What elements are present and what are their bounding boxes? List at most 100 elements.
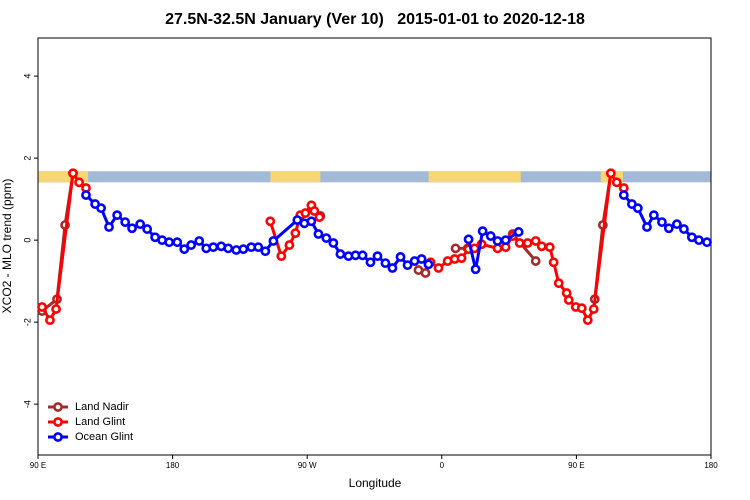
legend-marker <box>53 417 63 427</box>
data-point <box>672 219 682 230</box>
data-point <box>492 236 503 246</box>
data-point <box>208 242 219 253</box>
data-point <box>68 168 78 179</box>
data-point <box>135 219 146 230</box>
series-line <box>40 169 87 324</box>
data-point <box>172 237 183 248</box>
y-axis-label: XCO2 - MLO trend (ppm) <box>0 179 14 314</box>
data-point <box>314 212 325 223</box>
y-tick-label: 0 <box>22 238 32 243</box>
x-tick-label: 0 <box>440 461 445 470</box>
data-point <box>313 229 324 239</box>
data-point <box>45 315 55 326</box>
data-point <box>309 206 320 216</box>
data-point <box>387 263 398 273</box>
data-point <box>357 250 368 261</box>
legend-label: Land Nadir <box>75 401 129 413</box>
data-point <box>306 216 317 227</box>
legend: Land Nadir Land Glint Ocean Glint <box>48 401 133 443</box>
data-point <box>477 226 488 237</box>
land-strip <box>38 171 89 183</box>
data-point <box>321 233 332 243</box>
data-point <box>142 224 153 234</box>
data-point <box>548 257 559 268</box>
data-point <box>420 268 431 278</box>
data-point <box>81 190 91 200</box>
data-point <box>514 238 525 248</box>
data-point <box>365 257 376 268</box>
legend-label: Ocean Glint <box>75 431 133 443</box>
y-tick-label: 4 <box>22 74 32 79</box>
data-point <box>642 222 652 232</box>
data-point <box>530 236 541 246</box>
data-point <box>96 203 107 214</box>
data-point <box>402 260 413 271</box>
data-point <box>380 258 391 269</box>
data-point <box>693 235 704 246</box>
x-tick-label: 180 <box>704 461 718 470</box>
data-point <box>553 278 564 289</box>
data-point <box>194 236 205 246</box>
data-point <box>648 210 659 221</box>
data-point <box>372 251 383 262</box>
x-tick-label: 180 <box>166 461 180 470</box>
data-point <box>463 234 474 245</box>
data-point <box>223 243 234 254</box>
ocean-strip <box>38 171 711 183</box>
data-point <box>74 177 85 188</box>
data-point <box>500 235 511 246</box>
data-point <box>300 208 311 218</box>
data-point <box>164 237 175 248</box>
data-point <box>290 228 301 239</box>
legend-label: Land Glint <box>75 416 125 428</box>
legend-marker <box>53 402 63 412</box>
x-tick-label: 90 W <box>298 461 317 470</box>
data-point <box>470 264 481 275</box>
x-tick-label: 90 E <box>30 461 46 470</box>
data-point <box>582 315 593 326</box>
data-point <box>268 236 279 246</box>
data-point <box>702 237 712 248</box>
data-point <box>423 259 434 270</box>
data-point <box>632 203 643 214</box>
data-point <box>112 210 123 221</box>
data-point <box>335 249 346 259</box>
data-point <box>456 253 467 264</box>
data-point <box>127 223 137 234</box>
chart-title: 27.5N-32.5N January (Ver 10) 2015-01-01 … <box>165 11 585 28</box>
data-point <box>605 168 616 179</box>
data-point <box>536 241 547 252</box>
data-point <box>522 238 533 248</box>
land-strip <box>428 171 521 183</box>
land-strip <box>270 171 321 183</box>
data-point <box>284 240 295 250</box>
data-point <box>485 231 496 241</box>
y-tick-label: -2 <box>22 318 32 326</box>
data-point <box>238 244 249 255</box>
data-point <box>679 224 689 234</box>
data-point <box>611 177 622 188</box>
data-point <box>657 217 667 228</box>
x-axis-label: Longitude <box>349 476 402 490</box>
y-tick-label: 2 <box>22 156 32 161</box>
data-point <box>253 242 264 253</box>
legend-marker <box>53 432 63 442</box>
data-point <box>260 246 271 257</box>
data-point <box>120 217 131 228</box>
data-point <box>179 244 190 255</box>
data-point <box>513 227 524 237</box>
data-point <box>618 190 629 200</box>
data-point <box>265 216 276 227</box>
data-point <box>450 243 461 254</box>
data-point <box>433 263 444 273</box>
y-tick-label: -4 <box>22 400 32 408</box>
data-point <box>276 251 287 262</box>
data-point <box>104 222 114 232</box>
data-point <box>395 252 406 262</box>
x-tick-label: 90 E <box>568 461 584 470</box>
data-point <box>51 304 61 314</box>
data-point <box>328 238 339 248</box>
data-point <box>588 304 599 314</box>
data-point <box>544 242 555 253</box>
